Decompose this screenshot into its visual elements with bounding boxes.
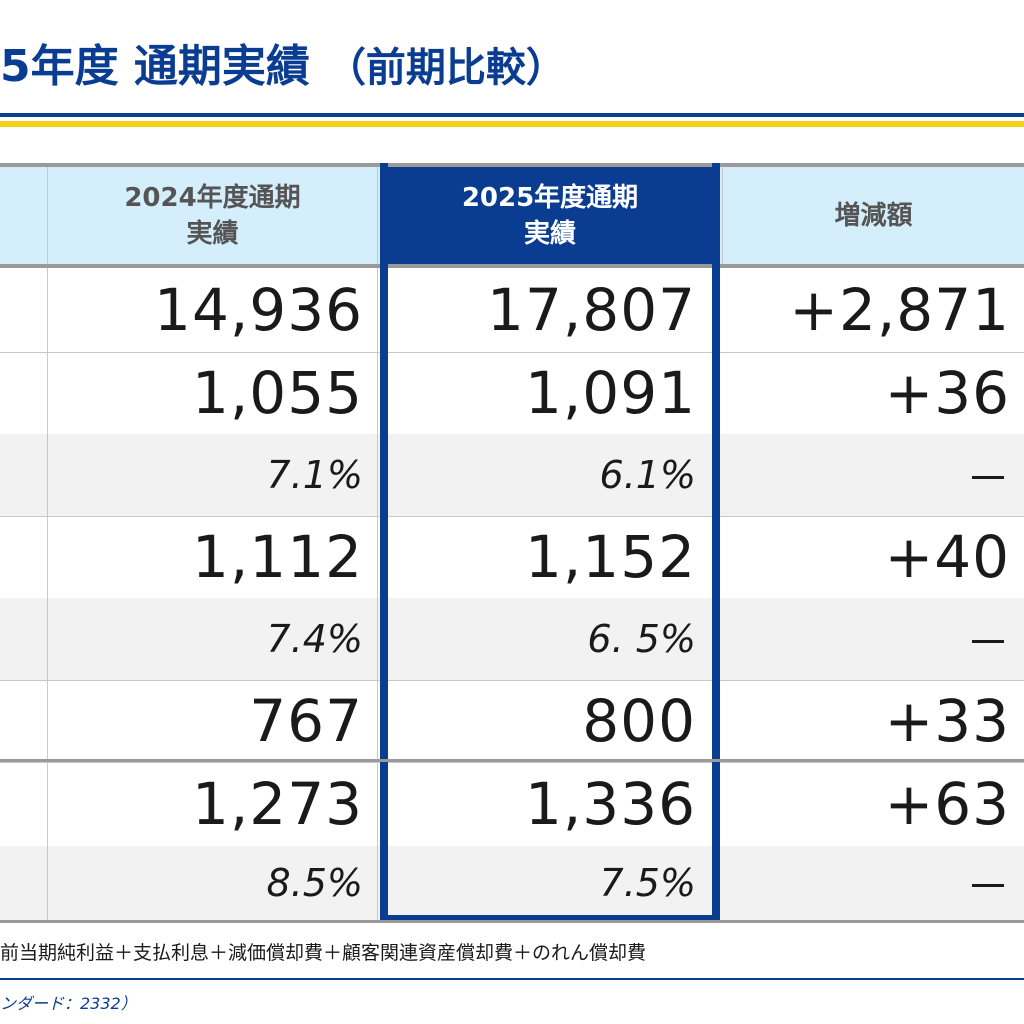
- cell-2025: 1,091: [388, 352, 710, 434]
- cell-diff-value: －: [966, 454, 1010, 505]
- cell-2024: 1,273: [48, 762, 378, 846]
- header-diff-label: 増減額: [834, 200, 913, 231]
- cell-2025: 17,807: [388, 268, 710, 352]
- header-cell-2025: 2025年度通期 実績: [380, 167, 720, 264]
- cell-2025-value: 1,336: [524, 770, 696, 838]
- footer-rule: [0, 978, 1024, 980]
- row-label-cell: [0, 762, 48, 846]
- cell-2025-value: 7.5%: [599, 861, 696, 905]
- cell-diff-value: +2,871: [789, 276, 1010, 344]
- cell-2025-value: 6. 5%: [587, 617, 696, 661]
- row-label-cell: [0, 268, 48, 352]
- cell-diff-value: +36: [884, 359, 1010, 427]
- cell-2024: 1,055: [48, 352, 378, 434]
- row-label-cell: [0, 680, 48, 762]
- cell-2024: 767: [48, 680, 378, 762]
- cell-2024-value: 1,112: [191, 523, 363, 591]
- cell-diff: －: [722, 846, 1024, 920]
- cell-2024-value: 14,936: [154, 276, 363, 344]
- cell-diff: +40: [722, 516, 1024, 598]
- cell-diff: －: [722, 598, 1024, 680]
- header-cell-label: [0, 167, 48, 264]
- table-row: 1,273 1,336 +63: [0, 762, 1024, 847]
- cell-diff: +36: [722, 352, 1024, 434]
- table-row: 1,112 1,152 +40: [0, 516, 1024, 599]
- cell-2024-value: 7.1%: [266, 453, 363, 497]
- cell-2025: 6. 5%: [388, 598, 710, 680]
- row-label-cell: [0, 516, 48, 598]
- cell-2025: 6.1%: [388, 434, 710, 516]
- cell-2024: 8.5%: [48, 846, 378, 920]
- page-title: 5年度 通期実績 （前期比較）: [0, 22, 1024, 112]
- cell-diff: +63: [722, 762, 1024, 846]
- title-rule-yellow: [0, 121, 1024, 127]
- cell-2025-value: 1,091: [524, 359, 696, 427]
- footnote: 前当期純利益＋支払利息＋減価償却費＋顧客関連資産償却費＋のれん償却費: [0, 942, 647, 964]
- cell-diff-value: +33: [884, 687, 1010, 755]
- cell-2025-value: 1,152: [524, 523, 696, 591]
- table-row: 14,936 17,807 +2,871: [0, 268, 1024, 353]
- cell-diff-value: +40: [884, 523, 1010, 591]
- cell-diff-value: －: [966, 618, 1010, 669]
- cell-diff: －: [722, 434, 1024, 516]
- cell-2024: 1,112: [48, 516, 378, 598]
- header-2024-label: 2024年度通期 実績: [124, 182, 301, 249]
- cell-2024-value: 767: [249, 687, 363, 755]
- table-row: 8.5% 7.5% －: [0, 846, 1024, 921]
- cell-2025: 7.5%: [388, 846, 710, 920]
- cell-2025-value: 17,807: [487, 276, 696, 344]
- cell-diff-value: +63: [884, 770, 1010, 838]
- group-separator: [0, 759, 1024, 762]
- cell-2024-value: 1,055: [191, 359, 363, 427]
- table-bottom-line: [0, 920, 1024, 923]
- row-label-cell: [0, 846, 48, 920]
- header-cell-diff: 増減額: [722, 167, 1024, 264]
- table-header-row: 2024年度通期 実績 2025年度通期 実績 増減額: [0, 163, 1024, 268]
- cell-2025-value: 6.1%: [599, 453, 696, 497]
- cell-2024: 7.4%: [48, 598, 378, 680]
- title-main: 5年度 通期実績: [0, 41, 310, 92]
- title-rule-blue: [0, 113, 1024, 117]
- cell-diff: +2,871: [722, 268, 1024, 352]
- cell-2025-value: 800: [582, 687, 696, 755]
- header-cell-2024: 2024年度通期 実績: [48, 167, 378, 264]
- cell-2024-value: 8.5%: [266, 861, 363, 905]
- title-sub: （前期比較）: [325, 45, 566, 91]
- cell-2025: 1,336: [388, 762, 710, 846]
- cell-2024: 7.1%: [48, 434, 378, 516]
- table-row: 1,055 1,091 +36: [0, 352, 1024, 435]
- row-label-cell: [0, 434, 48, 516]
- row-label-cell: [0, 598, 48, 680]
- source-note: ンダード：2332）: [0, 994, 137, 1013]
- cell-diff: +33: [722, 680, 1024, 762]
- cell-2025: 1,152: [388, 516, 710, 598]
- cell-diff-value: －: [966, 862, 1010, 913]
- table-row: 7.1% 6.1% －: [0, 434, 1024, 517]
- cell-2025: 800: [388, 680, 710, 762]
- cell-2024-value: 1,273: [191, 770, 363, 838]
- table-row: 7.4% 6. 5% －: [0, 598, 1024, 681]
- cell-2024-value: 7.4%: [266, 617, 363, 661]
- row-label-cell: [0, 352, 48, 434]
- header-2025-label: 2025年度通期 実績: [461, 182, 639, 249]
- table-row: 767 800 +33: [0, 680, 1024, 763]
- cell-2024: 14,936: [48, 268, 378, 352]
